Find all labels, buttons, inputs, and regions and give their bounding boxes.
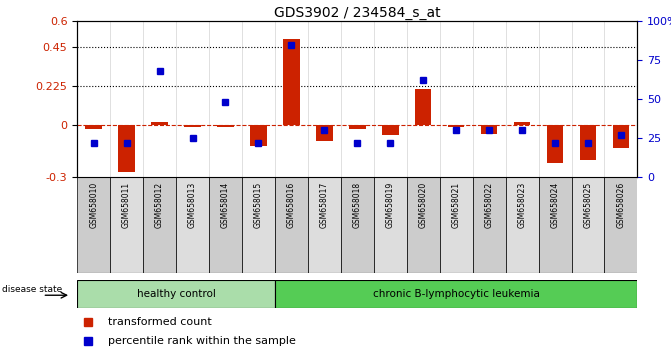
Bar: [283, 39, 300, 125]
Bar: [242, 21, 275, 177]
FancyBboxPatch shape: [77, 177, 110, 273]
FancyBboxPatch shape: [308, 177, 341, 273]
FancyBboxPatch shape: [275, 280, 637, 308]
Bar: [407, 21, 440, 177]
Bar: [448, 125, 464, 127]
Bar: [506, 21, 539, 177]
FancyBboxPatch shape: [341, 177, 374, 273]
Bar: [547, 125, 563, 163]
Bar: [316, 125, 333, 141]
Bar: [209, 21, 242, 177]
FancyBboxPatch shape: [407, 177, 440, 273]
Text: chronic B-lymphocytic leukemia: chronic B-lymphocytic leukemia: [373, 289, 539, 299]
FancyBboxPatch shape: [77, 280, 275, 308]
Text: healthy control: healthy control: [137, 289, 215, 299]
FancyBboxPatch shape: [539, 177, 572, 273]
Text: GSM658026: GSM658026: [617, 182, 625, 228]
Bar: [613, 125, 629, 148]
FancyBboxPatch shape: [209, 177, 242, 273]
FancyBboxPatch shape: [242, 177, 275, 273]
Bar: [415, 89, 431, 125]
Bar: [250, 125, 266, 146]
Text: GSM658017: GSM658017: [320, 182, 329, 228]
Text: GSM658012: GSM658012: [155, 182, 164, 228]
Bar: [580, 125, 597, 160]
Bar: [481, 125, 497, 134]
Bar: [440, 21, 472, 177]
Bar: [605, 21, 637, 177]
FancyBboxPatch shape: [605, 177, 637, 273]
Bar: [176, 21, 209, 177]
Bar: [143, 21, 176, 177]
FancyBboxPatch shape: [110, 177, 143, 273]
Bar: [118, 125, 135, 172]
Text: GSM658023: GSM658023: [517, 182, 527, 228]
Text: transformed count: transformed count: [108, 318, 212, 327]
Text: GSM658018: GSM658018: [353, 182, 362, 228]
Bar: [382, 125, 399, 136]
Text: GSM658015: GSM658015: [254, 182, 263, 228]
Bar: [472, 21, 506, 177]
Text: GSM658014: GSM658014: [221, 182, 230, 228]
Text: disease state: disease state: [1, 285, 62, 294]
Bar: [341, 21, 374, 177]
FancyBboxPatch shape: [472, 177, 506, 273]
Text: GSM658016: GSM658016: [287, 182, 296, 228]
Bar: [349, 125, 366, 129]
FancyBboxPatch shape: [275, 177, 308, 273]
Text: GSM658011: GSM658011: [122, 182, 131, 228]
Text: percentile rank within the sample: percentile rank within the sample: [108, 336, 296, 346]
FancyBboxPatch shape: [143, 177, 176, 273]
Bar: [514, 122, 530, 125]
Bar: [539, 21, 572, 177]
Text: GSM658024: GSM658024: [550, 182, 560, 228]
Bar: [77, 21, 110, 177]
Text: GSM658019: GSM658019: [386, 182, 395, 228]
Title: GDS3902 / 234584_s_at: GDS3902 / 234584_s_at: [274, 6, 441, 20]
Bar: [308, 21, 341, 177]
Text: GSM658020: GSM658020: [419, 182, 427, 228]
Text: GSM658013: GSM658013: [188, 182, 197, 228]
Text: GSM658010: GSM658010: [89, 182, 98, 228]
FancyBboxPatch shape: [440, 177, 472, 273]
FancyBboxPatch shape: [176, 177, 209, 273]
Bar: [217, 125, 234, 127]
Bar: [275, 21, 308, 177]
FancyBboxPatch shape: [374, 177, 407, 273]
FancyBboxPatch shape: [572, 177, 605, 273]
Text: GSM658025: GSM658025: [584, 182, 592, 228]
Text: GSM658022: GSM658022: [484, 182, 494, 228]
Bar: [572, 21, 605, 177]
Bar: [85, 125, 102, 129]
Bar: [374, 21, 407, 177]
Bar: [152, 122, 168, 125]
FancyBboxPatch shape: [506, 177, 539, 273]
Text: GSM658021: GSM658021: [452, 182, 461, 228]
Bar: [110, 21, 143, 177]
Bar: [185, 125, 201, 127]
